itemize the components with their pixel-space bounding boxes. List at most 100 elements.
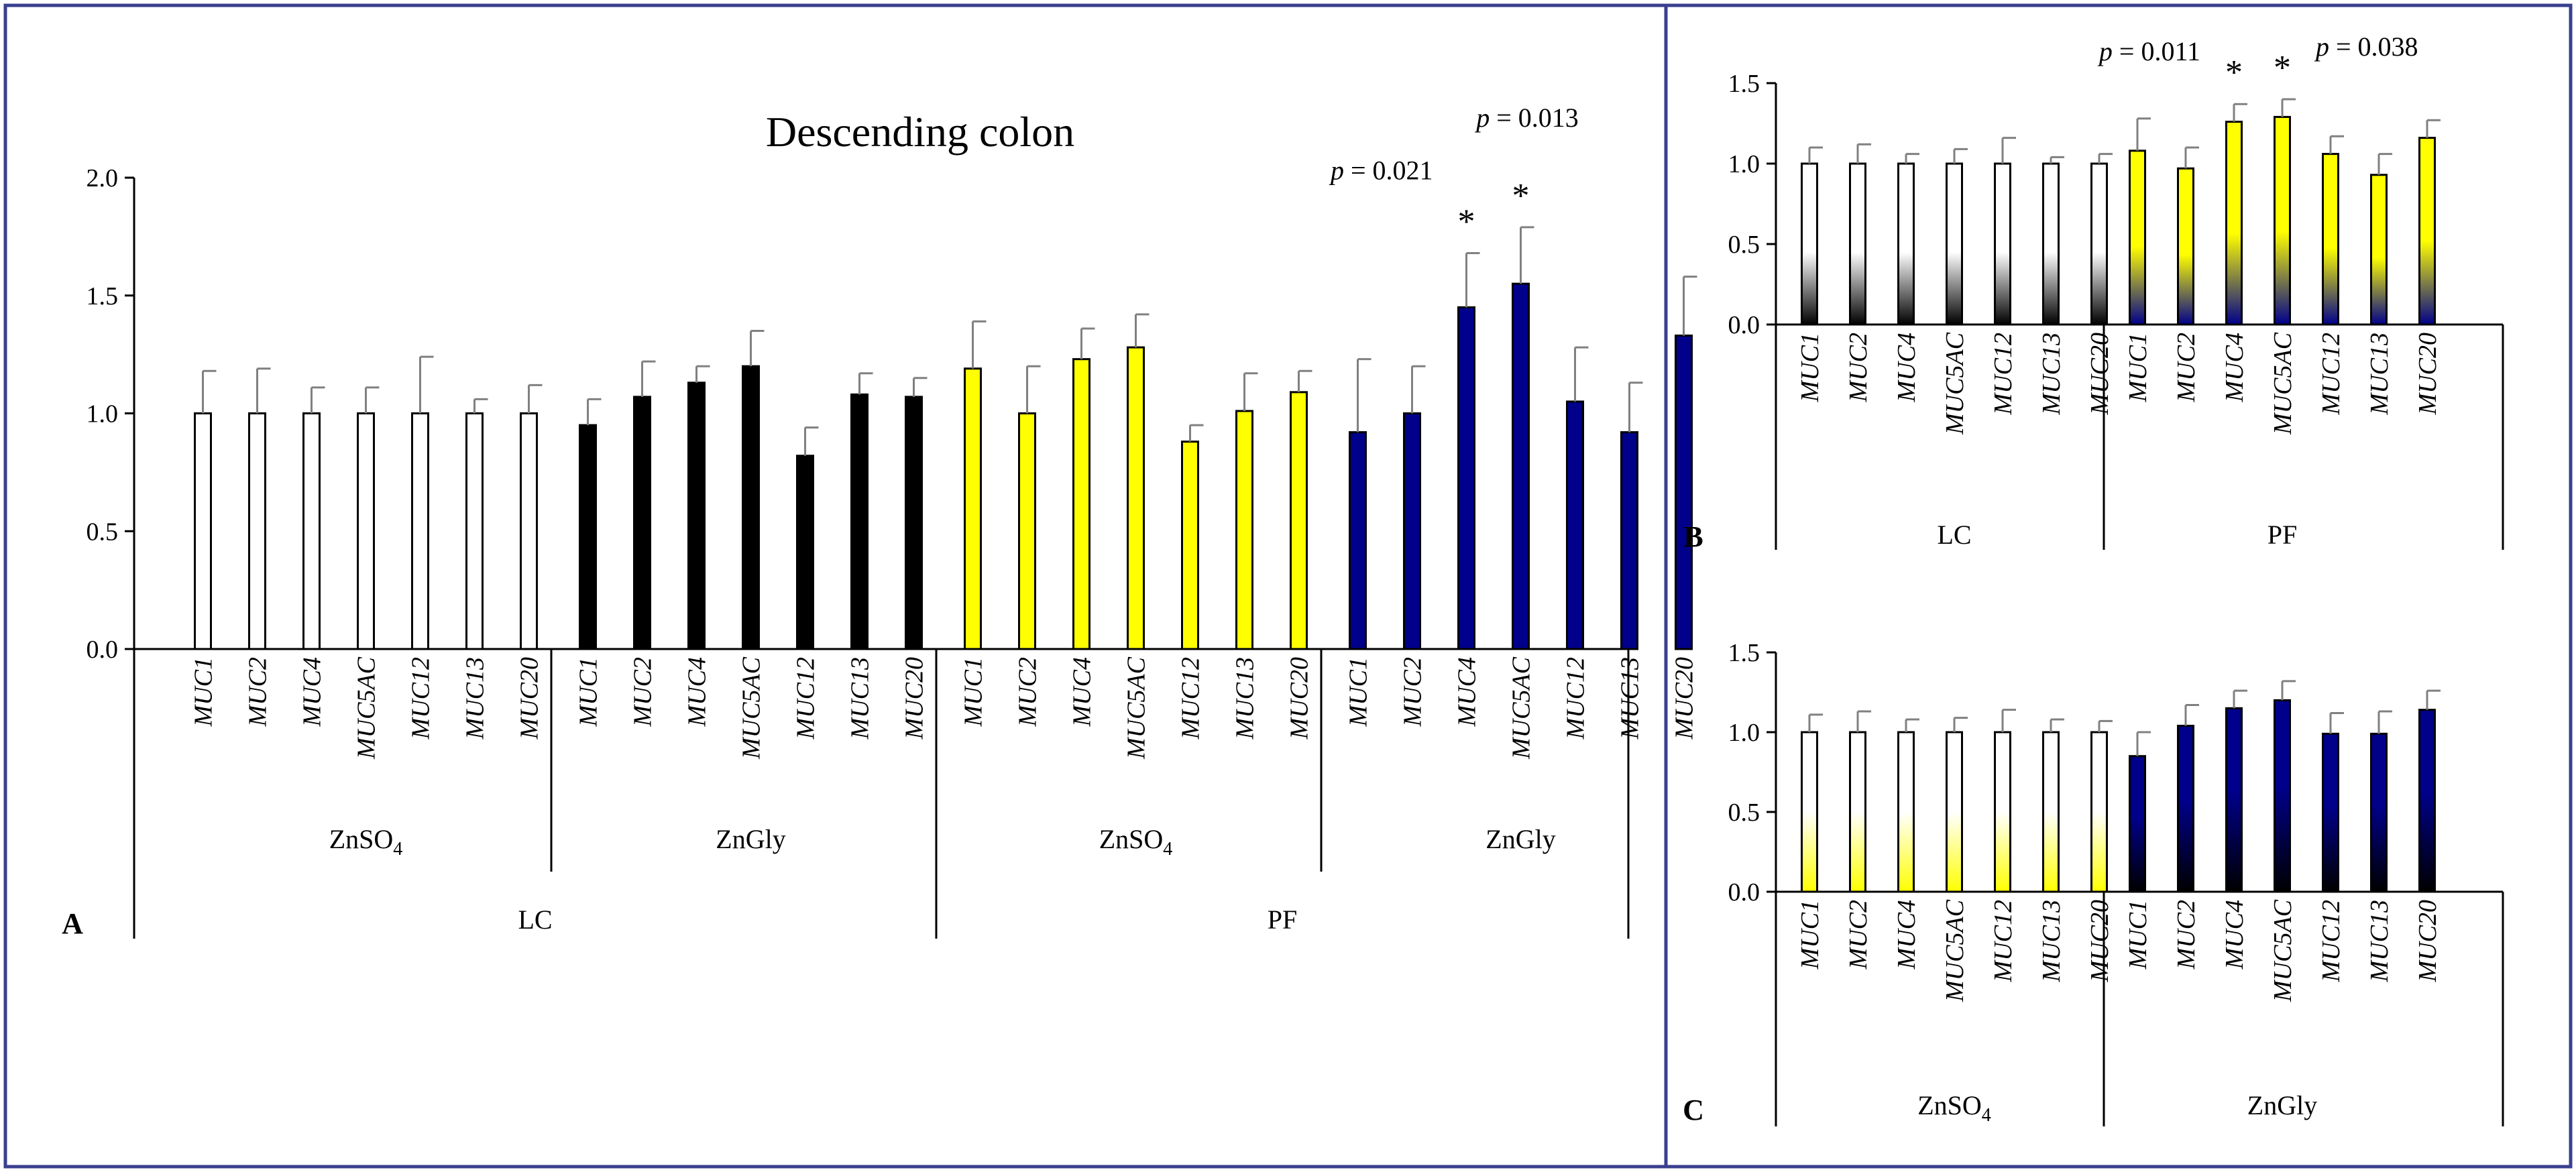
bar (964, 367, 982, 650)
gene-label: MUC12 (1989, 333, 2017, 415)
group-label: ZnGly (716, 824, 785, 854)
bar (2177, 167, 2194, 326)
bar (687, 382, 706, 650)
gene-label: MUC2 (2172, 333, 2200, 402)
bar (2370, 732, 2388, 893)
gene-label: MUC1 (1796, 333, 1824, 402)
significance-star: * (2274, 49, 2291, 87)
bar (357, 412, 375, 650)
gene-label: MUC12 (792, 657, 820, 740)
gene-label: MUC2 (629, 657, 657, 727)
bar (1235, 410, 1253, 650)
significance-star: * (1458, 202, 1475, 241)
bar (796, 455, 814, 650)
p-value-annotation: p = 0.011 (2097, 36, 2200, 66)
bar (1994, 162, 2011, 326)
gene-label: MUC5AC (2269, 899, 2297, 1002)
bar (1897, 731, 1915, 893)
bar (742, 365, 760, 650)
group-label: ZnGly (1486, 824, 1555, 854)
y-tick-label: 0.5 (1728, 799, 1760, 827)
bar (2042, 162, 2060, 326)
y-tick-label: 1.0 (1728, 719, 1760, 747)
bar (850, 393, 869, 650)
bar (1403, 412, 1421, 650)
gene-label: MUC12 (2317, 333, 2345, 415)
bar (579, 424, 597, 650)
gene-label: MUC1 (190, 657, 218, 727)
bar (248, 412, 266, 650)
bar (1018, 412, 1036, 650)
bar (1801, 162, 1818, 326)
y-tick-label: 1.5 (1728, 70, 1760, 98)
gene-label: MUC13 (461, 657, 490, 740)
gene-label: MUC5AC (1941, 899, 1969, 1002)
group-label: ZnSO4 (329, 824, 403, 860)
bar (1457, 306, 1475, 650)
group-label: ZnSO4 (1917, 1090, 1991, 1126)
panel-c-chart: 0.0 0.5 1.0 1.5 MUC1 MUC2 MUC4 MUC5AC MUC12 MUC13… (1683, 639, 2504, 1126)
group-label: LC (1937, 520, 1971, 550)
gene-label: MUC1 (2124, 900, 2152, 970)
gene-label: MUC1 (2124, 333, 2152, 402)
bar (1072, 358, 1090, 650)
gene-label: MUC4 (2221, 900, 2249, 970)
bar (2225, 121, 2243, 326)
gene-label: MUC13 (2365, 333, 2394, 415)
y-tick-label: 0.0 (87, 636, 119, 664)
bar (2418, 709, 2436, 893)
y-tick-label: 1.5 (1728, 639, 1760, 667)
bar (302, 412, 321, 650)
bar (1849, 731, 1866, 893)
gene-label: MUC12 (407, 657, 435, 740)
bar (1849, 162, 1866, 326)
gene-label: MUC1 (1796, 900, 1824, 970)
gene-label: MUC20 (2414, 333, 2442, 415)
significance-star: * (2225, 54, 2243, 92)
y-tick-label: 0.5 (1728, 231, 1760, 259)
bar (2274, 699, 2291, 893)
group-label: PF (2267, 520, 2298, 550)
gene-label: MUC4 (1893, 900, 1921, 970)
p-value-annotation: p = 0.021 (1329, 155, 1433, 185)
bar (633, 396, 651, 650)
gene-label: MUC20 (2086, 900, 2114, 982)
gene-label: MUC5AC (1941, 332, 1969, 435)
gene-label: MUC4 (2221, 333, 2249, 402)
bar (1290, 391, 1308, 650)
group-label: ZnSO4 (1099, 824, 1173, 860)
y-tick-label: 1.0 (1728, 150, 1760, 178)
gene-label: MUC4 (1068, 657, 1097, 727)
gene-label: MUC12 (1562, 657, 1590, 740)
gene-label: MUC13 (846, 657, 875, 740)
bar (1127, 346, 1145, 650)
p-value-annotation: p = 0.038 (2314, 32, 2418, 62)
gene-label: MUC5AC (738, 656, 766, 760)
bar (2274, 115, 2291, 326)
gene-label: MUC13 (1616, 657, 1644, 740)
panel-label: B (1683, 520, 1703, 553)
gene-label: MUC20 (516, 657, 544, 740)
gene-label: MUC13 (2037, 333, 2066, 415)
gene-label: MUC13 (2365, 900, 2394, 982)
gene-label: MUC20 (1671, 657, 1699, 740)
bar (1675, 335, 1693, 650)
gene-label: MUC2 (244, 657, 272, 727)
gene-label: MUC2 (2172, 900, 2200, 970)
gene-label: MUC20 (901, 657, 929, 740)
gene-label: MUC12 (1177, 657, 1205, 740)
bar (1566, 400, 1584, 650)
y-tick-label: 0.5 (87, 518, 119, 546)
gene-label: MUC2 (1014, 657, 1042, 727)
p-value-annotation: p = 0.013 (1474, 103, 1579, 133)
bar (520, 412, 538, 650)
gene-label: MUC20 (1286, 657, 1314, 740)
gene-label: MUC1 (960, 657, 988, 727)
bar (2129, 150, 2146, 326)
bar (2322, 732, 2339, 893)
bar (2370, 174, 2388, 326)
bar (1897, 162, 1915, 326)
gene-label: MUC4 (683, 657, 712, 727)
bar (2177, 724, 2194, 893)
